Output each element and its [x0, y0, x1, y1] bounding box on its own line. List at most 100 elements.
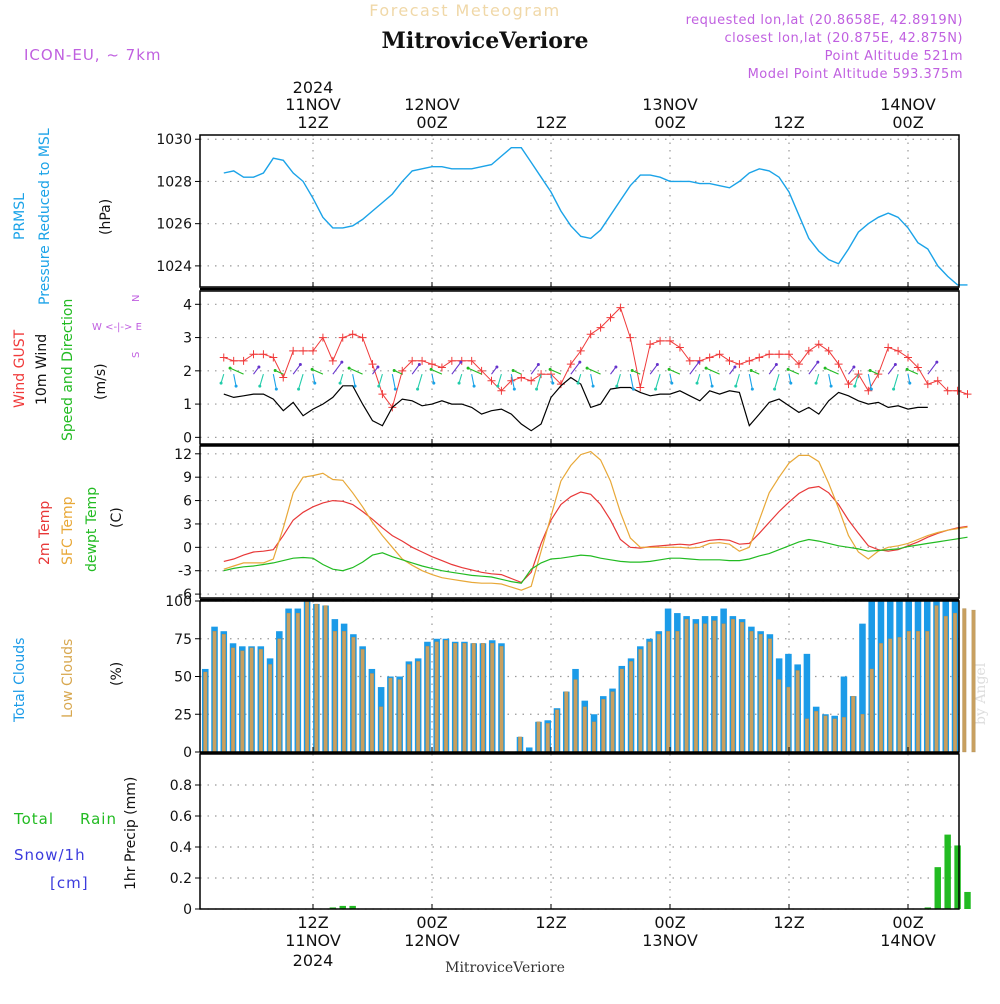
low-cloud-bar — [610, 691, 615, 753]
y-tick-label: 3 — [183, 517, 192, 533]
low-cloud-bar — [295, 612, 300, 753]
top-date-label: 11NOV — [285, 95, 341, 114]
low-cloud-bar — [638, 649, 643, 753]
wind-arrow — [669, 374, 673, 384]
wind-arrow-head — [274, 387, 278, 391]
wind-arrow-head — [576, 381, 580, 385]
low-cloud-bar — [906, 631, 911, 753]
low-cloud-bar — [619, 668, 624, 753]
wind-arrow-head — [234, 384, 238, 388]
low-cloud-bar — [536, 721, 541, 753]
wind-arrow-head — [614, 365, 618, 369]
low-cloud-bar — [481, 643, 485, 753]
low-cloud-bar — [545, 723, 550, 753]
total-cloud-bar — [840, 676, 848, 752]
wind-arrow — [451, 361, 462, 375]
wind-arrow — [391, 374, 396, 390]
wind-arrow-head — [392, 369, 396, 373]
gust-marker — [378, 390, 387, 399]
bottom-hour-label: 00Z — [892, 913, 923, 932]
low-cloud-bar — [518, 736, 522, 753]
low-cloud-bar — [221, 634, 226, 753]
wind-arrow — [808, 361, 819, 375]
wind-arrow-head — [535, 387, 539, 391]
wind-arrow-head — [496, 384, 500, 388]
bottom-hour-label: 12Z — [773, 913, 804, 932]
y-tick-label: 25 — [174, 707, 192, 723]
wind-arrow — [220, 373, 225, 384]
gust-marker — [259, 350, 268, 359]
credit-watermark: by Angel — [973, 662, 989, 725]
wind-arrow — [649, 364, 658, 375]
gust-marker — [923, 380, 932, 389]
y-tick-label: 6 — [183, 494, 192, 510]
low-cloud-bar — [842, 717, 846, 753]
low-cloud-bar — [888, 638, 893, 753]
wind-arrow — [815, 373, 820, 384]
y-tick-label: 0.6 — [170, 809, 192, 825]
bottom-date-label: 14NOV — [880, 931, 936, 950]
wind-arrow — [586, 367, 601, 375]
wind-arrow — [854, 373, 859, 387]
rain-bar — [329, 907, 337, 909]
wind-arrow-head — [630, 369, 634, 373]
y-tick-label: 12 — [174, 447, 192, 463]
low-cloud-bar — [730, 618, 735, 753]
precip-axis-label: 1hr Precip (mm) — [123, 777, 139, 890]
low-cloud-bar — [962, 608, 967, 753]
wind-arrow — [471, 374, 475, 387]
low-cloud-bar — [740, 621, 745, 753]
wind-arrow-head — [228, 366, 232, 370]
low-cloud-bar — [582, 706, 587, 753]
gust-marker — [368, 360, 377, 369]
low-cloud-bar — [499, 646, 504, 753]
pressure-labels: PRMSL Pressure Reduced to MSL (hPa) — [12, 128, 114, 305]
low-cloud-bar — [397, 679, 402, 753]
wind-arrow-head — [536, 363, 540, 367]
wind-arrow — [431, 374, 435, 384]
wind-arrow-head — [340, 360, 344, 364]
wind-arrow-head — [786, 367, 790, 371]
panel-frame — [199, 445, 960, 599]
gust-marker — [596, 323, 605, 332]
panel-3: -6 -3 0 3 6 9 12 — [174, 446, 968, 603]
rain-label: Rain — [80, 810, 117, 828]
wind-arrow — [689, 361, 700, 375]
wind-arrow-head — [615, 384, 619, 388]
low-cloud-bar — [767, 638, 772, 753]
wind-arrow-head — [338, 381, 342, 385]
low-cloud-bar — [925, 631, 930, 753]
gust-marker — [656, 336, 665, 345]
wind-arrow — [417, 373, 423, 390]
low-cloud-bar — [647, 641, 652, 753]
low-cloud-bar — [749, 631, 754, 753]
bottom-date-label: 11NOV — [285, 931, 341, 950]
wind-arrow — [430, 368, 443, 375]
panel-5: 0 0.2 0.4 0.6 0.8 — [170, 754, 971, 918]
gust-marker — [933, 376, 942, 385]
point-altitude: Point Altitude 521m — [825, 49, 963, 64]
gust-marker — [963, 390, 972, 399]
low-cloud-bar — [832, 718, 837, 753]
low-cloud-bar — [564, 691, 569, 753]
wind-arrow — [774, 373, 780, 390]
gust-marker — [418, 356, 427, 365]
gust-marker — [765, 350, 774, 359]
wind-10m-label: 10m Wind — [34, 334, 50, 405]
y-tick-label: 0.8 — [170, 778, 192, 794]
low-cloud-bar — [592, 721, 597, 753]
low-cloud-bar — [240, 650, 245, 753]
wind-arrow-head — [376, 365, 380, 369]
footer-location: MitroviceVeriore — [445, 960, 565, 976]
wind-arrow-head — [417, 363, 421, 367]
y-tick-label: 9 — [183, 470, 192, 486]
wind-arrow — [629, 374, 634, 390]
gust-marker — [467, 356, 476, 365]
wind-arrow-head — [829, 384, 833, 388]
gust-marker — [437, 363, 446, 372]
wind-arrow-head — [393, 387, 397, 391]
gust-marker — [279, 373, 288, 382]
low-cloud-bar — [471, 643, 476, 753]
gust-marker — [824, 346, 833, 355]
